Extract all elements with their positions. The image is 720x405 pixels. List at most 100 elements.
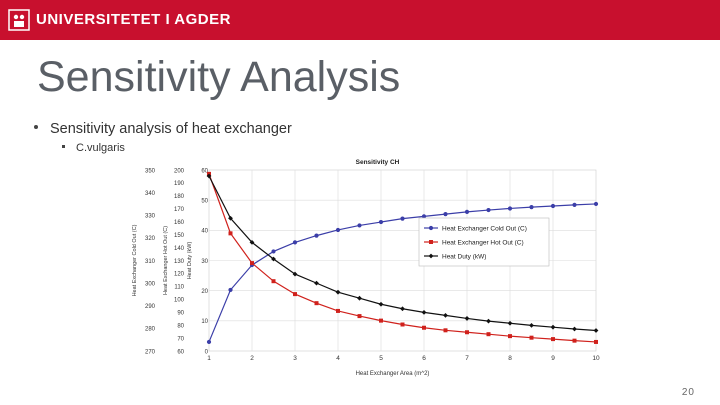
y-tick-label-cold: 280	[145, 327, 156, 333]
y-tick-label-hot: 170	[174, 207, 185, 213]
data-point-square	[336, 308, 340, 313]
data-point-circle	[314, 233, 319, 238]
sub-bullet-item: C.vulgaris	[62, 142, 125, 154]
y-tick-label-duty: 20	[201, 289, 208, 295]
y-tick-label-duty: 10	[201, 319, 208, 325]
page-number: 20	[681, 387, 695, 398]
data-point-diamond	[400, 306, 405, 312]
data-point-square	[379, 318, 383, 323]
data-point-circle	[593, 201, 599, 207]
data-point-diamond	[249, 240, 255, 245]
y-tick-label-hot: 100	[174, 298, 185, 304]
x-tick-label: 8	[508, 355, 512, 362]
bullet-text: Sensitivity analysis of heat exchanger	[50, 121, 292, 137]
data-point-circle	[507, 206, 513, 211]
y-tick-label-hot: 80	[177, 323, 184, 329]
y-tick-label-cold: 310	[145, 259, 156, 265]
y-tick-label-cold: 270	[145, 349, 156, 355]
data-point-circle	[292, 240, 298, 245]
y-tick-label-duty: 30	[201, 259, 208, 265]
data-point-diamond	[572, 326, 577, 332]
y-axis-label-hot: Heat Exchanger Hot Out (C)	[163, 226, 169, 295]
x-axis-label: Heat Exchanger Area (m^2)	[356, 371, 430, 377]
data-point-diamond	[529, 322, 534, 328]
legend-label: Heat Exchanger Cold Out (C)	[442, 225, 527, 232]
data-point-square	[572, 338, 577, 343]
data-point-circle	[421, 214, 427, 219]
y-tick-label-duty: 40	[201, 229, 208, 235]
y-tick-label-cold: 340	[145, 191, 156, 197]
data-point-square	[529, 335, 534, 340]
y-tick-label-hot: 140	[174, 246, 185, 252]
data-point-diamond	[421, 309, 427, 315]
data-point-diamond	[428, 253, 434, 259]
data-point-circle	[428, 225, 434, 231]
legend-label: Heat Exchanger Hot Out (C)	[442, 239, 524, 246]
y-tick-label-cold: 300	[145, 281, 156, 287]
data-point-square	[422, 325, 426, 330]
bullet-dot-icon	[34, 125, 38, 130]
data-point-circle	[529, 205, 534, 210]
data-point-square	[429, 240, 433, 244]
data-point-square	[293, 292, 297, 297]
data-point-diamond	[486, 318, 491, 324]
x-tick-label: 7	[465, 355, 469, 362]
data-point-diamond	[507, 320, 513, 326]
y-tick-label-hot: 120	[174, 272, 185, 278]
header-banner: UNIVERSITETET I AGDER	[0, 0, 720, 40]
data-point-circle	[271, 249, 276, 254]
sub-bullet-text: C.vulgaris	[76, 142, 125, 154]
brand-name: UNIVERSITETET I AGDER	[36, 11, 231, 28]
y-tick-label-hot: 70	[177, 336, 184, 342]
data-point-diamond	[228, 215, 233, 221]
data-point-circle	[228, 287, 233, 293]
y-tick-label-hot: 90	[177, 311, 184, 317]
bullet-item: Sensitivity analysis of heat exchanger	[34, 121, 292, 137]
y-tick-label-hot: 130	[174, 259, 185, 265]
legend-box	[418, 217, 550, 267]
x-tick-label: 2	[250, 355, 254, 362]
y-tick-label-cold: 330	[145, 214, 156, 220]
y-axis-label-cold: Heat Exchanger Cold Out (C)	[132, 224, 138, 296]
x-tick-label: 5	[379, 355, 383, 362]
y-tick-label-hot: 180	[174, 194, 185, 200]
data-point-square	[443, 328, 448, 333]
data-point-square	[271, 279, 276, 284]
data-point-diamond	[378, 301, 384, 307]
data-point-square	[250, 261, 254, 266]
y-tick-label-cold: 320	[145, 236, 156, 242]
y-tick-label-hot: 160	[174, 220, 185, 226]
data-point-square	[465, 330, 469, 335]
sub-bullet-square-icon	[62, 144, 65, 148]
data-point-square	[508, 334, 512, 339]
y-tick-label-hot: 200	[174, 168, 185, 174]
data-point-square	[486, 332, 491, 337]
y-tick-label-duty: 60	[201, 168, 208, 174]
data-point-diamond	[464, 316, 470, 321]
data-point-diamond	[550, 324, 556, 330]
x-tick-label: 6	[422, 355, 426, 362]
data-point-circle	[550, 203, 556, 209]
data-point-square	[228, 231, 233, 236]
y-tick-label-duty: 0	[205, 349, 209, 355]
data-point-square	[594, 339, 598, 344]
data-point-circle	[443, 212, 448, 217]
x-tick-label: 4	[336, 355, 340, 362]
x-tick-label: 10	[592, 355, 600, 362]
data-point-circle	[400, 216, 405, 221]
y-tick-label-hot: 150	[174, 233, 185, 239]
y-tick-label-duty: 50	[201, 198, 208, 204]
y-tick-label-hot: 60	[177, 349, 184, 355]
data-point-circle	[486, 207, 491, 213]
y-tick-label-cold: 350	[145, 168, 156, 174]
y-tick-label-hot: 190	[174, 181, 185, 187]
data-point-diamond	[292, 271, 298, 277]
data-point-diamond	[271, 256, 276, 262]
y-axis-label-duty: Heat Duty (kW)	[187, 242, 193, 280]
data-point-square	[314, 301, 319, 306]
x-tick-label: 3	[293, 355, 297, 362]
data-point-diamond	[443, 313, 448, 318]
legend-label: Heat Duty (kW)	[442, 253, 486, 260]
y-tick-label-hot: 110	[174, 285, 184, 291]
data-point-circle	[206, 339, 212, 345]
